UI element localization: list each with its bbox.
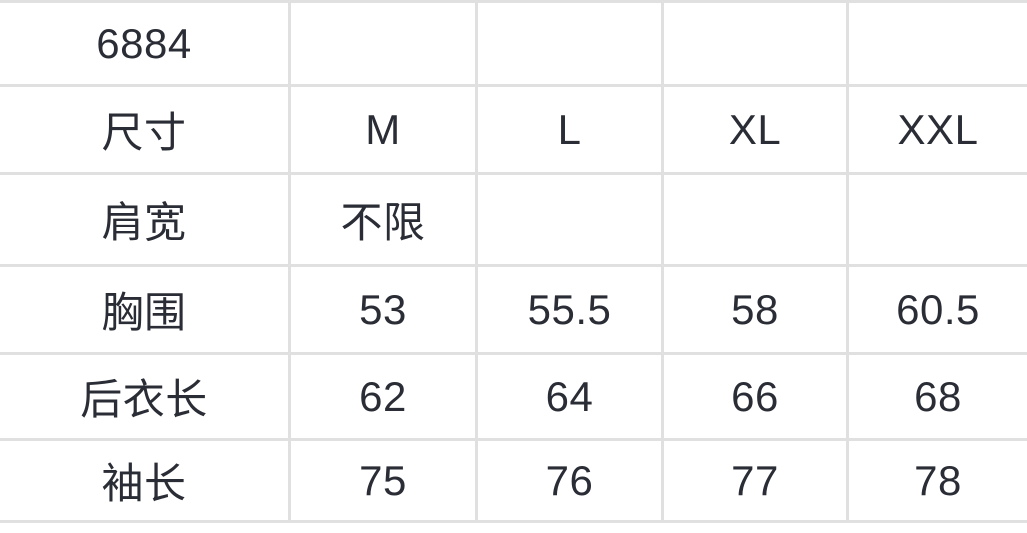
- back-length-value-xxl: 68: [849, 355, 1027, 441]
- back-length-value-m: 62: [291, 355, 478, 441]
- size-column-l: L: [478, 87, 664, 175]
- sleeve-length-value-xxl: 78: [849, 441, 1027, 523]
- sleeve-length-value-l: 76: [478, 441, 664, 523]
- table-row-sleeve-length: 袖长 75 76 77 78: [0, 441, 1027, 523]
- back-length-label: 后衣长: [0, 355, 291, 441]
- size-column-m: M: [291, 87, 478, 175]
- empty-cell: [478, 3, 664, 87]
- table-row-shoulder-width: 肩宽 不限: [0, 175, 1027, 267]
- shoulder-width-value-xxl: [849, 175, 1027, 267]
- shoulder-width-value-xl: [664, 175, 849, 267]
- chest-value-m: 53: [291, 267, 478, 355]
- sleeve-length-label: 袖长: [0, 441, 291, 523]
- chest-value-xl: 58: [664, 267, 849, 355]
- table-row-chest: 胸围 53 55.5 58 60.5: [0, 267, 1027, 355]
- empty-cell: [664, 3, 849, 87]
- sleeve-length-value-m: 75: [291, 441, 478, 523]
- table-row-product-code: 6884: [0, 3, 1027, 87]
- chest-value-xxl: 60.5: [849, 267, 1027, 355]
- shoulder-width-value-m: 不限: [291, 175, 478, 267]
- chest-value-l: 55.5: [478, 267, 664, 355]
- table-row-size-header: 尺寸 M L XL XXL: [0, 87, 1027, 175]
- size-column-xl: XL: [664, 87, 849, 175]
- chest-label: 胸围: [0, 267, 291, 355]
- table-row-back-length: 后衣长 62 64 66 68: [0, 355, 1027, 441]
- back-length-value-l: 64: [478, 355, 664, 441]
- shoulder-width-label: 肩宽: [0, 175, 291, 267]
- empty-cell: [291, 3, 478, 87]
- product-code-cell: 6884: [0, 3, 291, 87]
- empty-cell: [849, 3, 1027, 87]
- size-column-xxl: XXL: [849, 87, 1027, 175]
- shoulder-width-value-l: [478, 175, 664, 267]
- sleeve-length-value-xl: 77: [664, 441, 849, 523]
- size-header-label: 尺寸: [0, 87, 291, 175]
- back-length-value-xl: 66: [664, 355, 849, 441]
